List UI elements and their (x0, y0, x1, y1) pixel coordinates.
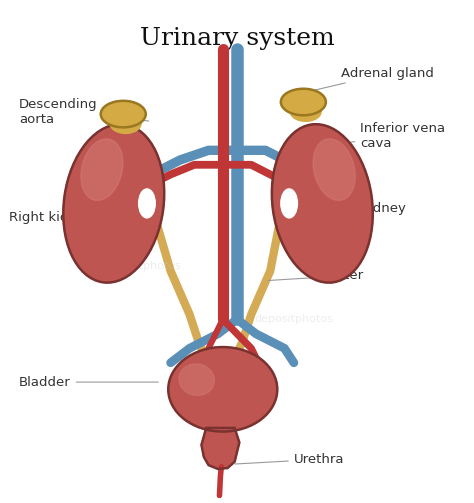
Text: Urinary system: Urinary system (140, 27, 334, 50)
Text: Bladder: Bladder (19, 376, 158, 389)
Text: depositphotos: depositphotos (103, 261, 182, 271)
Ellipse shape (290, 102, 321, 121)
Text: Right kidney: Right kidney (9, 211, 100, 224)
Text: Adrenal gland: Adrenal gland (287, 66, 434, 97)
Ellipse shape (313, 139, 355, 200)
Ellipse shape (138, 189, 155, 218)
Text: Urethra: Urethra (235, 453, 345, 466)
Ellipse shape (110, 114, 141, 133)
Ellipse shape (281, 89, 326, 115)
Text: Ureter: Ureter (268, 269, 365, 282)
Text: depositphotos: depositphotos (255, 314, 333, 324)
Polygon shape (201, 428, 239, 469)
Ellipse shape (100, 101, 146, 127)
Ellipse shape (168, 347, 277, 432)
Text: Descending
aorta: Descending aorta (19, 98, 149, 126)
Ellipse shape (281, 189, 298, 218)
Ellipse shape (272, 124, 373, 283)
Ellipse shape (179, 364, 214, 395)
Text: Inferior vena
cava: Inferior vena cava (287, 122, 446, 150)
Ellipse shape (64, 124, 164, 283)
Ellipse shape (81, 139, 123, 200)
Text: Left kidney: Left kidney (283, 202, 406, 218)
